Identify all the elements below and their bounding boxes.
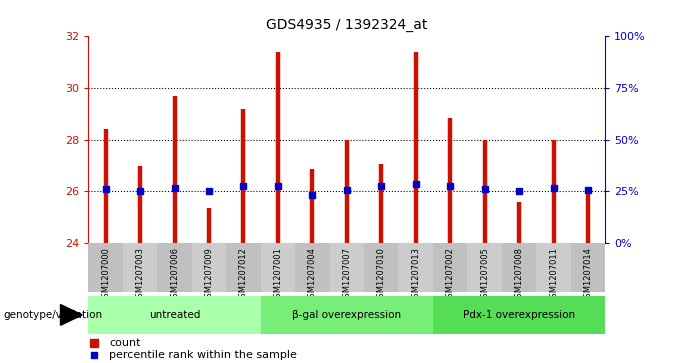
Bar (398, 243, 433, 292)
Bar (433, 243, 467, 292)
Text: GSM1207009: GSM1207009 (205, 247, 214, 303)
Text: count: count (109, 338, 141, 348)
Bar (123, 243, 157, 292)
Text: GSM1207007: GSM1207007 (342, 247, 352, 303)
Bar (260, 296, 433, 334)
Text: β-gal overexpression: β-gal overexpression (292, 310, 401, 320)
Bar (88, 296, 260, 334)
Bar (88, 243, 123, 292)
Text: GSM1207012: GSM1207012 (239, 247, 248, 303)
Bar (467, 243, 502, 292)
Text: GSM1207004: GSM1207004 (308, 247, 317, 303)
Text: genotype/variation: genotype/variation (3, 310, 103, 320)
Bar (295, 243, 330, 292)
Text: Pdx-1 overexpression: Pdx-1 overexpression (463, 310, 575, 320)
Bar (157, 243, 192, 292)
Text: GSM1207002: GSM1207002 (445, 247, 455, 303)
Bar (433, 296, 605, 334)
Text: GSM1207008: GSM1207008 (515, 247, 524, 303)
Text: GSM1207011: GSM1207011 (549, 247, 558, 303)
Bar (330, 243, 364, 292)
Text: GSM1207010: GSM1207010 (377, 247, 386, 303)
Text: GSM1207000: GSM1207000 (101, 247, 110, 303)
Title: GDS4935 / 1392324_at: GDS4935 / 1392324_at (266, 19, 428, 33)
Bar (502, 243, 537, 292)
Bar (226, 243, 260, 292)
Text: GSM1207005: GSM1207005 (480, 247, 489, 303)
Bar (364, 243, 398, 292)
Text: GSM1207014: GSM1207014 (583, 247, 592, 303)
Text: GSM1207001: GSM1207001 (273, 247, 282, 303)
Text: percentile rank within the sample: percentile rank within the sample (109, 350, 297, 360)
Text: GSM1207003: GSM1207003 (135, 247, 145, 303)
Polygon shape (61, 305, 82, 325)
Text: untreated: untreated (149, 310, 200, 320)
Bar (192, 243, 226, 292)
Bar (260, 243, 295, 292)
Bar (571, 243, 605, 292)
Text: GSM1207013: GSM1207013 (411, 247, 420, 303)
Bar (537, 243, 571, 292)
Text: GSM1207006: GSM1207006 (170, 247, 179, 303)
